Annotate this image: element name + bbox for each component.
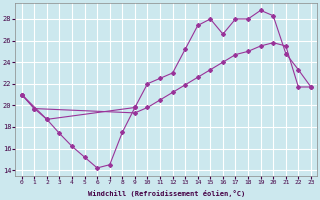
X-axis label: Windchill (Refroidissement éolien,°C): Windchill (Refroidissement éolien,°C) bbox=[88, 190, 245, 197]
